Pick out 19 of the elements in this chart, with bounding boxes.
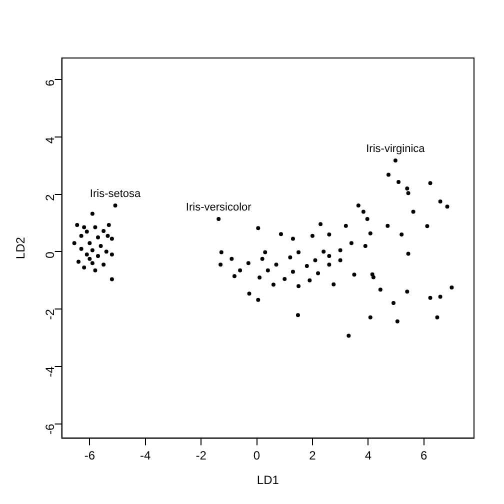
x-tick-label: 2 <box>309 448 316 463</box>
series-label: Iris-versicolor <box>186 202 252 214</box>
y-tick-label: 6 <box>43 79 58 86</box>
x-tick-label: 4 <box>364 448 372 463</box>
x-tick-label: -6 <box>84 448 96 463</box>
y-tick-label: 0 <box>43 251 58 258</box>
x-tick-label: 0 <box>253 448 260 463</box>
x-tick-label: -4 <box>140 448 152 463</box>
y-tick-label: -2 <box>43 308 58 320</box>
x-tick-label: 6 <box>420 448 428 463</box>
x-tick-label: -2 <box>196 448 207 463</box>
series-label: Iris-setosa <box>90 188 142 200</box>
series-label: Iris-virginica <box>366 142 426 155</box>
x-axis-title: LD1 <box>256 473 280 488</box>
y-tick-label: 4 <box>43 136 58 144</box>
y-tick-label: -6 <box>43 424 58 435</box>
y-axis-title: LD2 <box>14 236 28 260</box>
y-tick-label: 2 <box>43 194 58 201</box>
y-tick-label: -4 <box>43 366 58 378</box>
